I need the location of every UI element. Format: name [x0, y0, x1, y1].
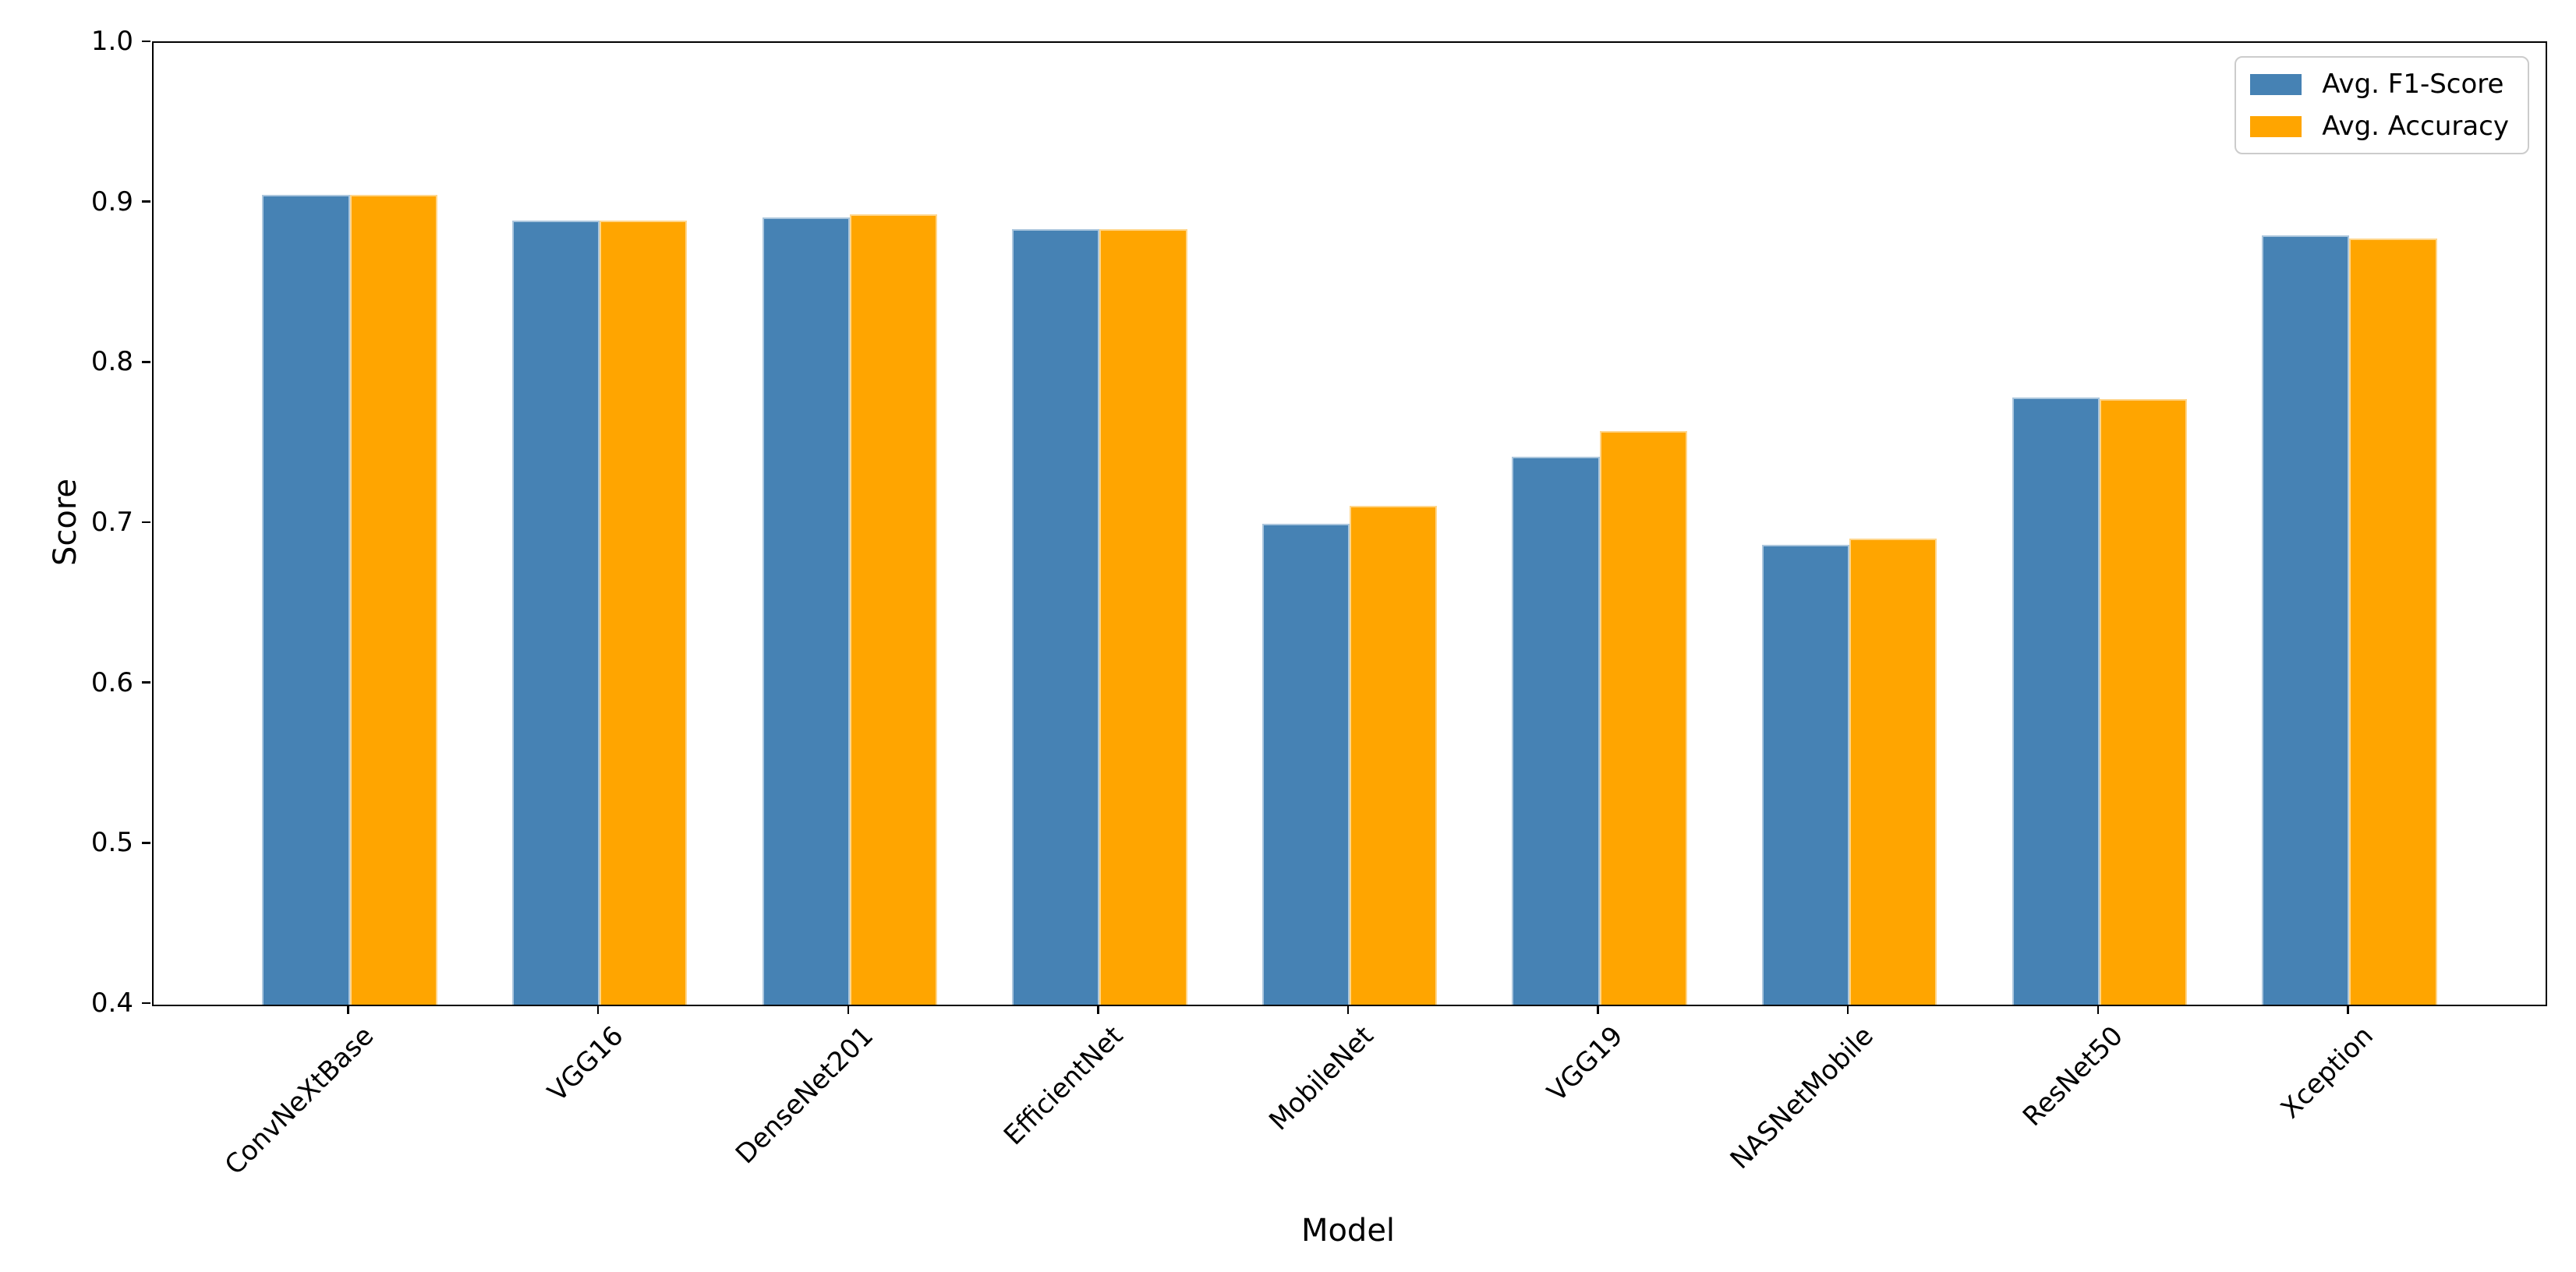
x-axis-title: Model	[1300, 1213, 1396, 1249]
x-tick-mark	[347, 1005, 349, 1014]
y-tick-mark	[141, 521, 150, 524]
y-tick-mark	[141, 361, 150, 363]
bar-f1-densenet201	[762, 217, 850, 1005]
x-tick-label: ResNet50	[2017, 1020, 2130, 1133]
bar-f1-xception	[2262, 235, 2350, 1005]
y-tick-label: 0.5	[90, 827, 133, 859]
y-tick-mark	[141, 40, 150, 43]
bar-accuracy-mobilenet	[1350, 506, 1438, 1005]
y-tick-label: 0.7	[90, 507, 133, 538]
bar-f1-mobilenet	[1261, 524, 1350, 1005]
bar-accuracy-vgg19	[1599, 430, 1687, 1005]
x-tick-label: DenseNet201	[729, 1020, 880, 1171]
bar-f1-efficientnet	[1012, 228, 1100, 1005]
x-tick-label: VGG16	[541, 1020, 630, 1108]
x-tick-mark	[596, 1005, 600, 1014]
legend-label: Avg. Accuracy	[2322, 111, 2509, 142]
bar-f1-resnet50	[2012, 397, 2100, 1005]
y-axis-title: Score	[48, 478, 84, 567]
bar-accuracy-nasnetmobile	[1849, 538, 1937, 1005]
legend-entry: Avg. Accuracy	[2250, 111, 2509, 142]
x-tick-label: VGG19	[1541, 1020, 1629, 1108]
bar-accuracy-convnextbase	[349, 195, 437, 1005]
legend-swatch-icon	[2250, 115, 2302, 137]
x-tick-mark	[1346, 1005, 1350, 1014]
y-tick-label: 0.6	[90, 666, 133, 698]
y-tick-mark	[141, 200, 150, 203]
y-tick-label: 1.0	[90, 26, 133, 57]
x-tick-mark	[1097, 1005, 1099, 1014]
x-tick-mark	[1846, 1005, 1849, 1014]
plot-area: Avg. F1-Score Avg. Accuracy	[152, 41, 2547, 1006]
y-tick-label: 0.4	[90, 988, 133, 1019]
x-tick-mark	[847, 1005, 850, 1014]
legend-swatch-icon	[2250, 73, 2302, 95]
bar-accuracy-vgg16	[600, 221, 688, 1005]
bar-f1-vgg19	[1512, 456, 1600, 1005]
x-tick-mark	[2347, 1005, 2349, 1014]
y-tick-label: 0.9	[90, 186, 133, 217]
y-tick-mark	[141, 681, 150, 684]
bar-f1-vgg16	[512, 221, 600, 1005]
legend-entry: Avg. F1-Score	[2250, 69, 2509, 100]
y-tick-mark	[141, 1002, 150, 1005]
legend-label: Avg. F1-Score	[2322, 69, 2504, 100]
x-tick-mark	[2097, 1005, 2099, 1014]
y-tick-mark	[141, 842, 150, 844]
bar-accuracy-resnet50	[2099, 398, 2187, 1005]
bar-accuracy-efficientnet	[1099, 228, 1187, 1005]
x-tick-label: MobileNet	[1262, 1020, 1380, 1137]
x-tick-label: EfficientNet	[998, 1020, 1130, 1152]
x-tick-label: NASNetMobile	[1724, 1020, 1880, 1176]
x-tick-label: Xception	[2274, 1020, 2380, 1125]
x-tick-mark	[1597, 1005, 1599, 1014]
bar-f1-nasnetmobile	[1761, 544, 1850, 1005]
x-tick-label: ConvNeXtBase	[218, 1020, 380, 1182]
bar-accuracy-xception	[2349, 238, 2437, 1005]
bar-f1-convnextbase	[262, 195, 350, 1005]
y-tick-label: 0.8	[90, 346, 133, 378]
legend: Avg. F1-Score Avg. Accuracy	[2235, 56, 2529, 154]
bar-accuracy-densenet201	[849, 214, 938, 1005]
